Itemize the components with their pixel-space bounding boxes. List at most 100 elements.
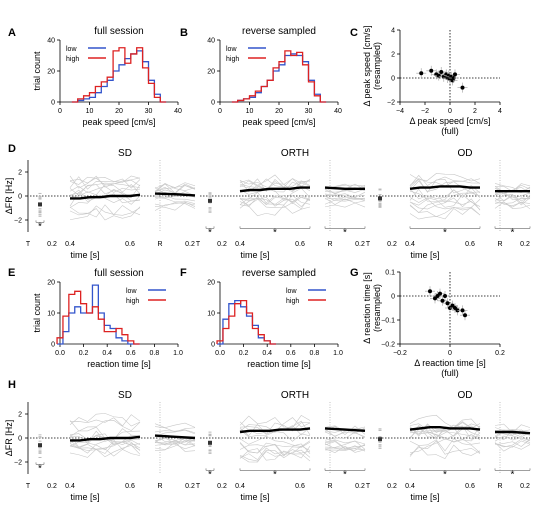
y-axis-label-G: Δ reaction time [s] — [362, 272, 372, 344]
x-tick-label-E: 0.0 — [55, 350, 65, 357]
mean-trace-r-H — [495, 430, 531, 435]
trial-dot-D — [208, 194, 212, 196]
trial-trace-D — [69, 175, 141, 184]
y-tick-label-G: −0.1 — [381, 318, 395, 325]
onset-mean-D — [38, 202, 42, 207]
trial-dot-D — [38, 197, 42, 199]
sig-star-H: * — [38, 463, 42, 474]
trial-trace-D — [69, 182, 141, 196]
trial-trace-r-D — [494, 195, 531, 206]
y-tick-label-D: −2 — [14, 218, 22, 225]
trial-trace-H — [409, 438, 481, 453]
x-tick-label-D: 0.6 — [125, 241, 135, 248]
r-label-D: R — [497, 241, 502, 248]
x-tick-label-C: 4 — [498, 108, 502, 115]
sig-star-D: * — [511, 227, 515, 238]
y-tick-label-C: 2 — [391, 52, 395, 59]
r-label-H: R — [497, 483, 502, 490]
y-axis-label-H: ΔFR [Hz] — [4, 420, 14, 457]
trial-trace-r-H — [494, 435, 531, 442]
trial-trace-H — [409, 423, 481, 437]
trial-trace-D — [409, 198, 481, 210]
trial-dot-D — [208, 207, 212, 209]
x-tick-label-B: 20 — [275, 108, 283, 115]
r-label-H: R — [327, 483, 332, 490]
x-tick-label-B: 40 — [334, 108, 342, 115]
trial-trace-H — [239, 443, 311, 455]
onset-mean-H — [378, 437, 382, 442]
trial-trace-H — [239, 435, 311, 447]
x-tick-label-B: 30 — [305, 108, 313, 115]
trial-trace-r-D — [324, 196, 366, 205]
trial-dot-H — [208, 452, 212, 454]
t-tick-D: 0.2 — [387, 241, 397, 248]
trial-trace-r-H — [154, 441, 196, 452]
panel-letter-D: D — [8, 143, 16, 155]
trial-trace-D — [239, 178, 311, 188]
histogram-A-high — [71, 47, 167, 103]
x-tick-label-E: 0.2 — [79, 350, 89, 357]
y-tick-label-A: 40 — [47, 38, 55, 45]
trial-trace-r-H — [324, 439, 366, 445]
y-tick-label-F: 0 — [211, 342, 215, 349]
trial-dot-H — [38, 436, 42, 438]
trial-trace-H — [69, 441, 141, 451]
trial-trace-D — [409, 194, 481, 208]
x-tick-label-G: −0.2 — [393, 350, 407, 357]
trial-dot-D — [38, 211, 42, 213]
trial-trace-D — [239, 180, 311, 193]
legend-label-E: low — [126, 288, 137, 295]
x-tick-label-D: 0.4 — [235, 241, 245, 248]
mean-trace-r-D — [324, 186, 365, 190]
trial-dot-H — [378, 428, 382, 430]
r-tick-H: 0.2 — [355, 483, 365, 490]
trial-trace-H — [69, 430, 141, 444]
trial-dot-H — [208, 449, 212, 451]
trial-trace-D — [69, 176, 141, 186]
x-tick-label-A: 30 — [145, 108, 153, 115]
t-tick-D: 0.2 — [47, 241, 57, 248]
onset-mean-D — [208, 198, 212, 203]
trial-trace-D — [409, 206, 481, 220]
trial-trace-r-D — [324, 195, 366, 202]
panel-letter-C: C — [350, 27, 358, 39]
trial-dot-D — [38, 208, 42, 210]
trial-dot-D — [378, 206, 382, 208]
sig-star-H: * — [343, 469, 347, 480]
x-tick-label-C: −2 — [421, 108, 429, 115]
trial-trace-D — [409, 188, 481, 202]
x-tick-label-C: 0 — [448, 108, 452, 115]
trial-trace-D — [409, 200, 481, 214]
trial-dot-H — [38, 452, 42, 454]
x-tick-label-H: 0.6 — [295, 483, 305, 490]
subpanel-title-D: OD — [458, 148, 473, 159]
scatter-point-G — [450, 303, 455, 308]
trial-dot-D — [378, 189, 382, 191]
trial-dot-H — [38, 451, 42, 453]
histogram-E-low — [57, 284, 140, 345]
x-axis-label-H: time [s] — [410, 492, 439, 502]
r-tick-H: 0.2 — [520, 483, 530, 490]
trial-trace-D — [409, 174, 481, 186]
trial-dot-H — [378, 429, 382, 431]
trial-dot-D — [208, 210, 212, 212]
x-tick-label-G: 0 — [448, 350, 452, 357]
sig-star-H: * — [511, 469, 515, 480]
trial-trace-D — [239, 174, 311, 188]
trial-dot-H — [38, 437, 42, 439]
trial-trace-H — [239, 446, 311, 461]
scatter-point-G — [438, 291, 442, 296]
trial-trace-H — [239, 447, 311, 462]
trial-trace-D — [239, 204, 311, 217]
trial-trace-r-D — [154, 183, 196, 192]
legend-label-B: low — [226, 46, 237, 53]
trial-trace-r-H — [154, 429, 196, 434]
trial-dot-H — [378, 436, 382, 438]
trial-dot-D — [38, 195, 42, 197]
scatter-point-G — [463, 313, 467, 318]
t-label-D: T — [196, 241, 201, 248]
trial-trace-H — [239, 449, 311, 463]
trial-trace-D — [239, 195, 311, 206]
x-tick-label-H: 0.4 — [235, 483, 245, 490]
